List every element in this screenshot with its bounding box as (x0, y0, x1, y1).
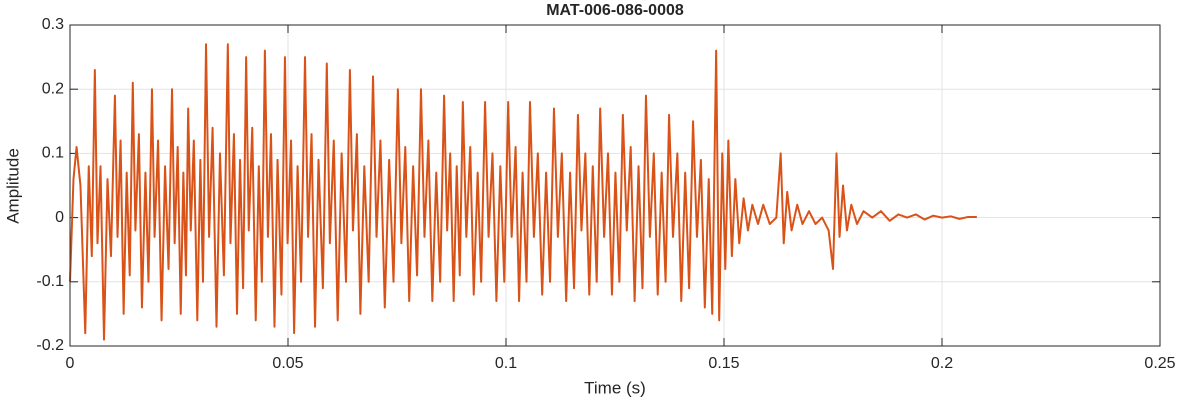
x-tick-label: 0.25 (1144, 355, 1175, 372)
y-tick-label: 0 (55, 209, 64, 226)
y-tick-label: 0.2 (42, 80, 64, 97)
x-tick-label: 0.2 (931, 355, 953, 372)
y-tick-label: -0.1 (36, 273, 64, 290)
plot-box (69, 24, 1161, 347)
waveform-line (69, 43, 977, 341)
y-axis-label: Amplitude (3, 148, 22, 224)
x-tick-label: 0.15 (708, 355, 739, 372)
x-axis-label: Time (s) (584, 378, 646, 397)
y-tick-label: 0.1 (42, 145, 64, 162)
chart-title: MAT-006-086-0008 (546, 2, 684, 19)
y-tick-label: -0.2 (36, 337, 64, 354)
x-tick-label: 0.1 (495, 355, 517, 372)
x-tick-label: 0.05 (272, 355, 303, 372)
y-tick-label: 0.3 (42, 16, 64, 33)
x-tick-label: 0 (66, 355, 75, 372)
